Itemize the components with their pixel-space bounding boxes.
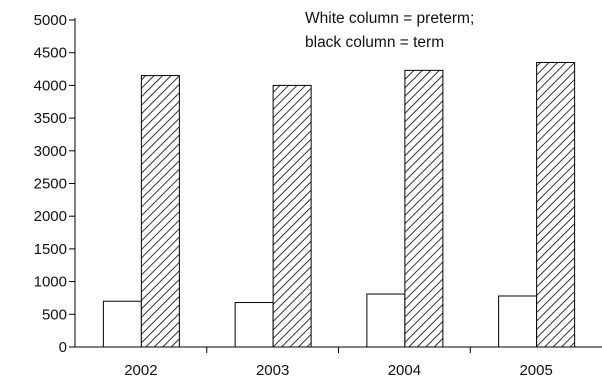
bar-preterm-2004 (366, 293, 406, 348)
x-tick-label: 2003 (256, 362, 289, 379)
bar-preterm-2003 (234, 302, 274, 348)
bars (102, 62, 576, 348)
legend-line-1: White column = preterm; (305, 10, 474, 27)
y-tick-label: 4500 (34, 45, 67, 62)
y-tick-label: 3500 (34, 110, 67, 127)
bar-term-2003 (272, 84, 312, 348)
x-tick-label: 2002 (124, 362, 157, 379)
y-tick-label: 1000 (34, 274, 67, 291)
y-tick-label: 500 (42, 306, 67, 323)
y-tick-label: 3000 (34, 143, 67, 160)
y-tick-labels: 0 500 1000 1500 2000 2500 3000 3500 4000 4500 5000 (34, 12, 67, 356)
x-tick-label: 2005 (519, 362, 552, 379)
bar-term-2002 (140, 75, 180, 348)
legend-line-2: black column = term (305, 34, 444, 51)
y-tick-label: 1500 (34, 241, 67, 258)
y-tick-label: 4000 (34, 77, 67, 94)
y-tick-label: 2500 (34, 176, 67, 193)
y-tick-label: 5000 (34, 12, 67, 29)
x-tick-labels: 2002 2003 2004 2005 (124, 362, 553, 379)
bar-term-2004 (404, 69, 444, 348)
bar-term-2005 (536, 62, 576, 348)
bar-preterm-2002 (102, 300, 142, 348)
y-tick-label: 0 (59, 339, 67, 356)
x-tick-label: 2004 (388, 362, 421, 379)
legend: White column = preterm; black column = t… (305, 10, 474, 51)
bar-preterm-2005 (498, 295, 538, 348)
y-tick-label: 2000 (34, 208, 67, 225)
